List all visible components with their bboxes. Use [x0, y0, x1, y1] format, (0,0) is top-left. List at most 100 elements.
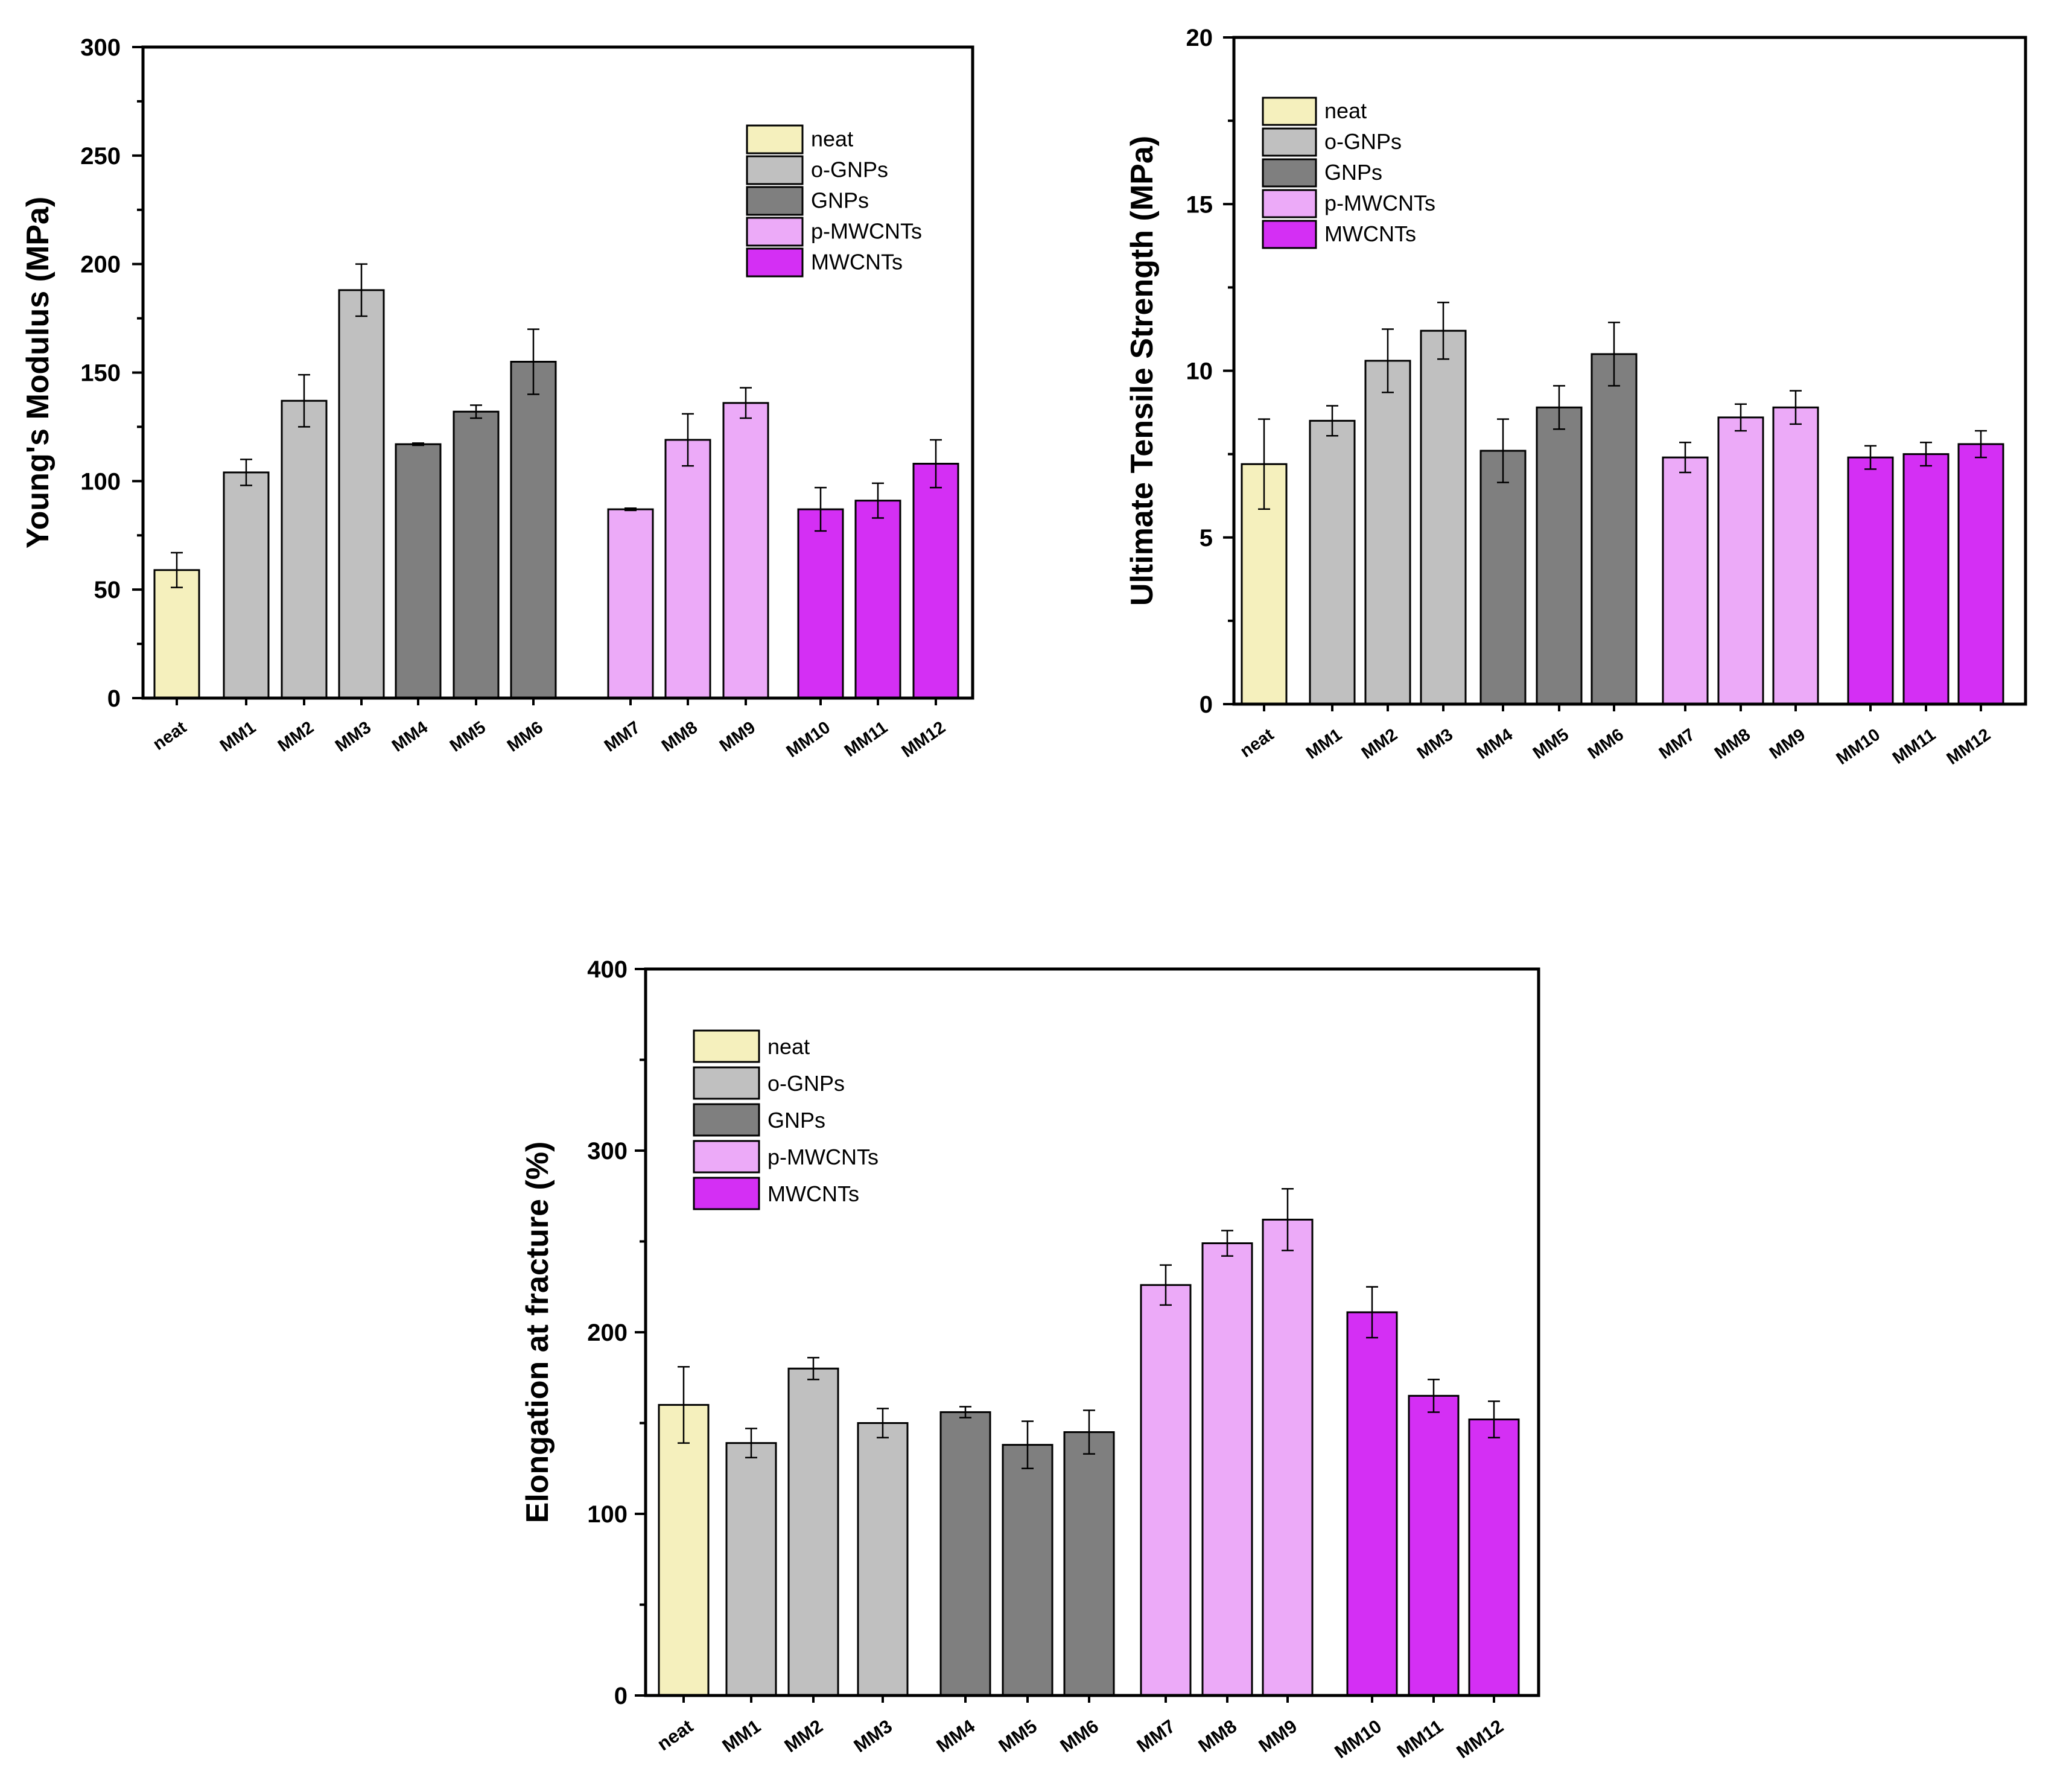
error-bar-MM5	[470, 404, 482, 419]
error-bar-neat	[678, 1365, 690, 1444]
error-bar-MM12	[1488, 1400, 1500, 1438]
bar-neat	[153, 569, 200, 699]
bar-MM8	[664, 439, 711, 699]
x-tick-label-MM4: MM4	[1473, 725, 1516, 763]
error-bar-MM6	[1608, 322, 1620, 387]
y-tick-label: 50	[94, 577, 121, 603]
legend-label-o-GNPs: o-GNPs	[767, 1071, 845, 1096]
y-axis-ticks	[132, 46, 143, 699]
x-tick-label-MM7: MM7	[601, 718, 644, 756]
y-tick-label: 300	[587, 1138, 628, 1165]
legend-label-p-MWCNTs: p-MWCNTs	[811, 219, 922, 244]
error-bar-neat	[171, 551, 183, 588]
chart-2: 0 5 10 15 20 neat MM1 MM2 MM3 MM4 MM5 MM6 MM7 MM8 MM9 M…	[1125, 25, 2027, 769]
legend-swatch-GNPs	[746, 186, 804, 216]
bar-MM12	[1468, 1418, 1520, 1697]
error-bar-MM3	[355, 263, 367, 317]
x-tick-label-MM2: MM2	[781, 1715, 827, 1756]
x-tick-label-MM11: MM11	[1393, 1715, 1447, 1762]
x-tick-label-MM11: MM11	[1889, 725, 1939, 769]
bar-MM1	[1309, 419, 1356, 705]
error-bar-MM9	[1282, 1187, 1294, 1251]
error-bar-neat	[1258, 418, 1270, 510]
y-tick-label: 100	[80, 468, 121, 495]
error-bar-MM1	[240, 459, 252, 486]
legend-label-GNPs: GNPs	[811, 188, 869, 213]
error-bar-MM4	[1497, 418, 1509, 483]
legend-label-MWCNTs: MWCNTs	[767, 1181, 859, 1206]
legend-label-MWCNTs: MWCNTs	[811, 250, 903, 275]
error-bar-MM5	[1022, 1420, 1034, 1469]
y-axis-ticks	[1223, 36, 1234, 705]
error-bar-MM4	[959, 1406, 971, 1419]
legend-swatch-MWCNTs	[746, 247, 804, 278]
legend-label-neat: neat	[767, 1034, 810, 1059]
y-tick-label: 300	[80, 34, 121, 61]
legend-label-neat: neat	[811, 127, 853, 151]
legend-swatch-MWCNTs	[1262, 220, 1317, 249]
error-bar-MM3	[1437, 301, 1449, 360]
x-tick-label-MM9: MM9	[1255, 1715, 1301, 1756]
y-axis-title: Young's Modulus (MPa)	[21, 197, 56, 548]
x-axis-ticks	[682, 1695, 1495, 1703]
legend-label-GNPs: GNPs	[1324, 160, 1382, 185]
bar-MM10	[797, 508, 844, 699]
x-tick-label-MM8: MM8	[1711, 725, 1754, 763]
bar-MM8	[1717, 416, 1764, 705]
legend: neat o-GNPs GNPs p-MWCNTs MWCNTs	[746, 124, 922, 278]
y-tick-label: 150	[80, 360, 121, 387]
x-tick-label-MM6: MM6	[1057, 1715, 1103, 1756]
bar-MM11	[1902, 453, 1950, 705]
bar-MM1	[223, 471, 270, 699]
bar-MM4	[939, 1411, 991, 1697]
bar-MM10	[1346, 1311, 1398, 1697]
x-tick-label-neat: neat	[653, 1715, 697, 1755]
y-axis-title: Ultimate Tensile Strength (MPa)	[1125, 136, 1160, 606]
x-tick-label-MM5: MM5	[446, 718, 489, 756]
error-bar-MM8	[1735, 403, 1747, 432]
chart-3: 0 100 200 300 400 neat MM1 MM2 MM3 MM4 MM5 MM6 MM7 MM…	[520, 956, 1540, 1762]
x-tick-label-MM12: MM12	[898, 718, 949, 761]
bar-MM5	[1536, 406, 1583, 705]
x-axis-ticks	[176, 698, 937, 705]
bar-MM12	[1957, 443, 2004, 705]
x-tick-label-MM10: MM10	[1330, 1715, 1385, 1762]
error-bar-MM7	[1679, 442, 1691, 474]
bar-MM11	[854, 500, 901, 699]
error-bar-MM7	[1160, 1264, 1172, 1306]
legend-label-GNPs: GNPs	[767, 1108, 825, 1133]
bar-MM6	[510, 361, 557, 699]
y-tick-label: 200	[587, 1320, 628, 1346]
chart-1: 0 50 100 150 200 250 300 neat MM1 MM2 MM3 MM4 MM5 MM6…	[21, 34, 974, 761]
legend-label-p-MWCNTs: p-MWCNTs	[1324, 191, 1435, 215]
y-tick-label: 100	[587, 1501, 628, 1528]
error-bar-MM12	[930, 439, 942, 489]
bar-neat	[658, 1403, 710, 1697]
legend-label-MWCNTs: MWCNTs	[1324, 221, 1416, 246]
x-tick-label-MM10: MM10	[783, 718, 834, 761]
bar-MM3	[338, 289, 385, 699]
legend-label-neat: neat	[1324, 98, 1367, 123]
error-bar-MM1	[745, 1428, 757, 1458]
bar-MM2	[1364, 360, 1411, 705]
y-tick-label: 5	[1200, 525, 1213, 551]
legend: neat o-GNPs GNPs p-MWCNTs MWCNTs	[1262, 97, 1435, 249]
bar-MM11	[1408, 1394, 1460, 1697]
legend-label-o-GNPs: o-GNPs	[1324, 129, 1402, 154]
legend-label-p-MWCNTs: p-MWCNTs	[767, 1145, 879, 1169]
bar-MM7	[1662, 456, 1709, 705]
x-tick-label-MM9: MM9	[716, 718, 759, 756]
x-tick-label-MM3: MM3	[1414, 725, 1457, 763]
bar-MM4	[1479, 450, 1527, 705]
legend-label-o-GNPs: o-GNPs	[811, 157, 888, 182]
y-tick-label: 20	[1186, 25, 1213, 51]
bar-MM9	[1772, 406, 1819, 705]
error-bar-MM2	[807, 1356, 819, 1381]
y-axis-ticks	[635, 968, 646, 1697]
error-bar-MM11	[1428, 1379, 1440, 1413]
bar-MM1	[725, 1442, 777, 1697]
x-tick-label-MM11: MM11	[841, 718, 891, 761]
x-tick-label-MM1: MM1	[719, 1715, 765, 1756]
x-tick-label-neat: neat	[150, 717, 190, 754]
